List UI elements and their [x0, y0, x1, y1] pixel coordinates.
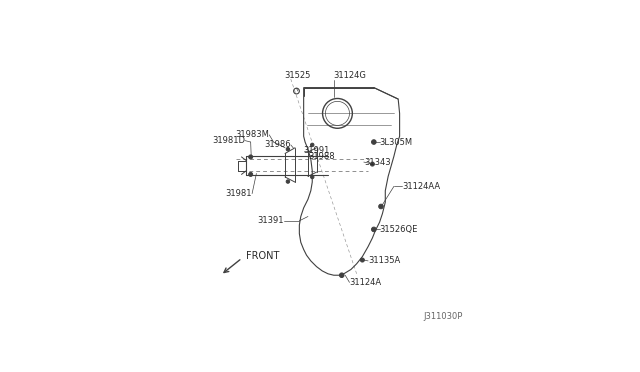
Circle shape	[249, 155, 253, 159]
Circle shape	[372, 227, 376, 232]
Circle shape	[249, 172, 253, 176]
Circle shape	[371, 162, 374, 166]
Text: 3L305M: 3L305M	[380, 138, 413, 147]
Text: 31526QE: 31526QE	[380, 225, 418, 234]
Text: 31983M: 31983M	[236, 130, 269, 140]
Text: 31986: 31986	[264, 140, 291, 150]
Circle shape	[286, 180, 290, 183]
Text: 31525: 31525	[285, 71, 311, 80]
Text: 31135A: 31135A	[368, 256, 401, 265]
Text: J311030P: J311030P	[423, 312, 463, 321]
Text: 31343: 31343	[364, 158, 390, 167]
Text: 31991: 31991	[303, 146, 330, 155]
Text: 31124G: 31124G	[333, 71, 367, 80]
Text: 31391: 31391	[257, 216, 284, 225]
Circle shape	[379, 204, 383, 209]
Circle shape	[339, 273, 344, 278]
Text: 31124A: 31124A	[349, 278, 381, 287]
Circle shape	[310, 175, 314, 179]
Text: 31988: 31988	[308, 153, 335, 161]
Circle shape	[310, 143, 314, 147]
Circle shape	[372, 140, 376, 144]
Text: FRONT: FRONT	[246, 251, 280, 261]
Circle shape	[286, 147, 290, 151]
Circle shape	[360, 258, 364, 262]
Text: 31124AA: 31124AA	[403, 182, 440, 191]
Text: 31981: 31981	[225, 189, 252, 198]
Text: 31981D: 31981D	[212, 136, 245, 145]
